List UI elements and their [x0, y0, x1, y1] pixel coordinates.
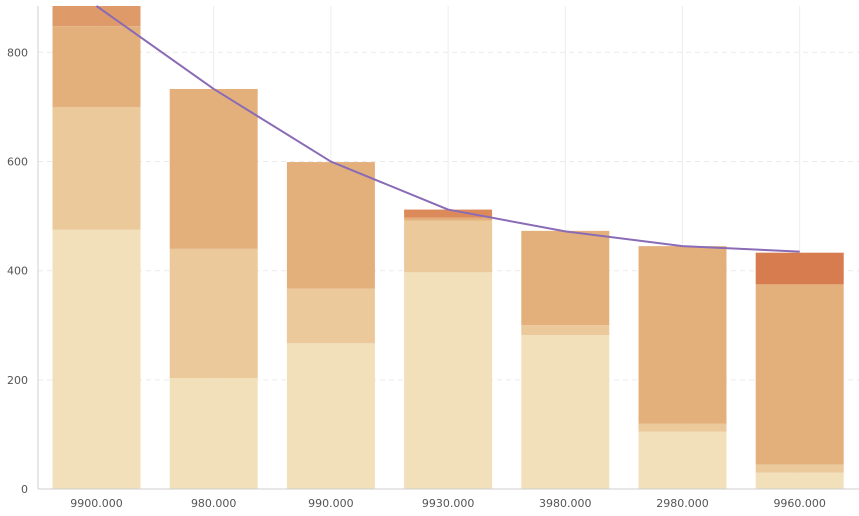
bar-stack [404, 209, 493, 489]
x-tick-label: 9900.000 [70, 497, 123, 510]
y-tick-label: 400 [7, 265, 28, 278]
bar-segment [404, 217, 493, 221]
bar-segment [286, 162, 375, 289]
bar-stack [755, 252, 844, 489]
bar-segment [638, 431, 727, 489]
bar-segment [286, 288, 375, 344]
x-tick-label: 9960.000 [773, 497, 826, 510]
bar-segment [755, 252, 844, 285]
x-axis-ticks: 9900.000 980.000 990.000 9930.000 3980.000 29… [70, 497, 826, 510]
x-tick-label: 980.000 [191, 497, 237, 510]
y-tick-label: 0 [21, 483, 28, 496]
bar-stack [638, 246, 727, 489]
bar-stack [52, 6, 141, 490]
y-tick-label: 800 [7, 46, 28, 59]
bar-segment [52, 26, 141, 107]
bar-segment [755, 472, 844, 489]
y-tick-label: 200 [7, 374, 28, 387]
bar-segment [169, 88, 258, 249]
bar-segment [169, 378, 258, 489]
bar-segment [755, 284, 844, 465]
bar-segment [638, 423, 727, 432]
bar-stack [286, 162, 375, 489]
bar-segment [404, 209, 493, 218]
x-tick-label: 3980.000 [539, 497, 592, 510]
trend-line-layer [95, 5, 800, 253]
bar-stack [169, 88, 258, 489]
x-tick-label: 9930.000 [422, 497, 475, 510]
bar-segment [755, 464, 844, 473]
bar-segment [52, 229, 141, 490]
bar-segment [52, 6, 141, 27]
y-tick-label: 600 [7, 156, 28, 169]
bar-segment [169, 248, 258, 379]
trend-line [95, 5, 800, 253]
x-tick-label: 990.000 [308, 497, 354, 510]
bar-segment [521, 325, 610, 336]
bar-segment [52, 106, 141, 230]
bar-segment [286, 343, 375, 489]
bar-segment [521, 230, 610, 326]
bar-stack [521, 230, 610, 489]
bar-segment [404, 220, 493, 273]
bar-segment [521, 335, 610, 489]
bar-segment [638, 246, 727, 424]
x-tick-label: 2980.000 [656, 497, 709, 510]
y-axis-ticks: 0 200 400 600 800 [7, 46, 28, 496]
bar-stacks [52, 6, 844, 490]
bar-segment [404, 272, 493, 489]
